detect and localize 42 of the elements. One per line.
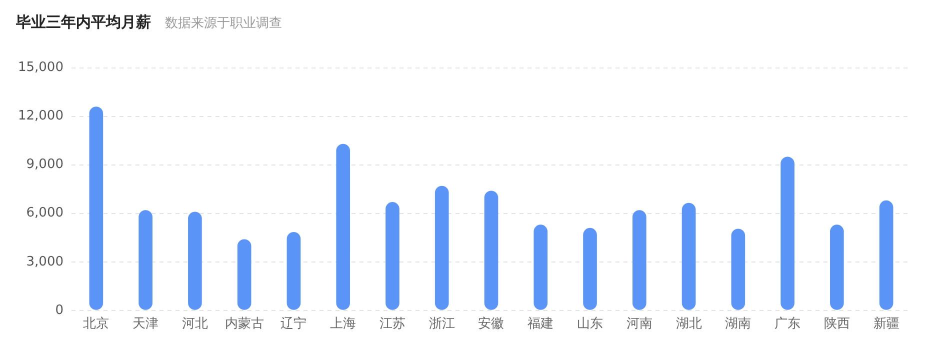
x-tick-label: 江苏 bbox=[379, 316, 406, 332]
bar bbox=[731, 228, 746, 310]
bar bbox=[484, 190, 498, 310]
x-tick-label: 福建 bbox=[528, 316, 554, 332]
x-tick-label: 浙江 bbox=[428, 316, 455, 332]
bar bbox=[138, 210, 152, 310]
x-tick-label: 新疆 bbox=[873, 316, 900, 332]
bar bbox=[237, 239, 252, 310]
bar bbox=[583, 228, 597, 310]
x-tick-label: 湖北 bbox=[676, 316, 702, 332]
x-tick-label: 天津 bbox=[132, 316, 159, 332]
bar bbox=[534, 224, 548, 310]
x-tick-label: 湖南 bbox=[725, 316, 752, 332]
x-tick-label: 辽宁 bbox=[280, 316, 307, 332]
bar bbox=[879, 200, 894, 310]
x-tick-label: 内蒙古 bbox=[224, 316, 264, 332]
x-tick-label: 河北 bbox=[182, 316, 208, 332]
bar bbox=[336, 144, 350, 310]
x-tick-label: 上海 bbox=[330, 316, 356, 332]
bar bbox=[434, 186, 449, 310]
x-tick-label: 安徽 bbox=[478, 316, 504, 332]
bar bbox=[780, 156, 794, 310]
bar bbox=[188, 212, 202, 310]
y-tick-label: 6,000 bbox=[26, 206, 64, 221]
x-tick-label: 山东 bbox=[577, 316, 604, 332]
x-tick-label: 陕西 bbox=[824, 316, 850, 332]
bar bbox=[632, 210, 646, 310]
y-tick-label: 12,000 bbox=[18, 108, 64, 124]
x-tick-label: 北京 bbox=[83, 316, 110, 332]
y-tick-label: 3,000 bbox=[26, 254, 64, 270]
y-tick-label: 15,000 bbox=[18, 60, 64, 76]
x-tick-label: 河南 bbox=[626, 316, 652, 332]
bar bbox=[386, 202, 400, 310]
y-tick-label: 0 bbox=[55, 302, 64, 318]
y-tick-label: 9,000 bbox=[26, 157, 64, 172]
x-tick-label: 广东 bbox=[774, 316, 801, 332]
chart-title: 毕业三年内平均月薪 bbox=[16, 13, 151, 31]
chart-subtitle: 数据来源于职业调查 bbox=[165, 16, 282, 31]
bar bbox=[286, 232, 301, 310]
bar bbox=[830, 224, 844, 310]
bar bbox=[89, 106, 104, 310]
bar bbox=[682, 202, 696, 310]
